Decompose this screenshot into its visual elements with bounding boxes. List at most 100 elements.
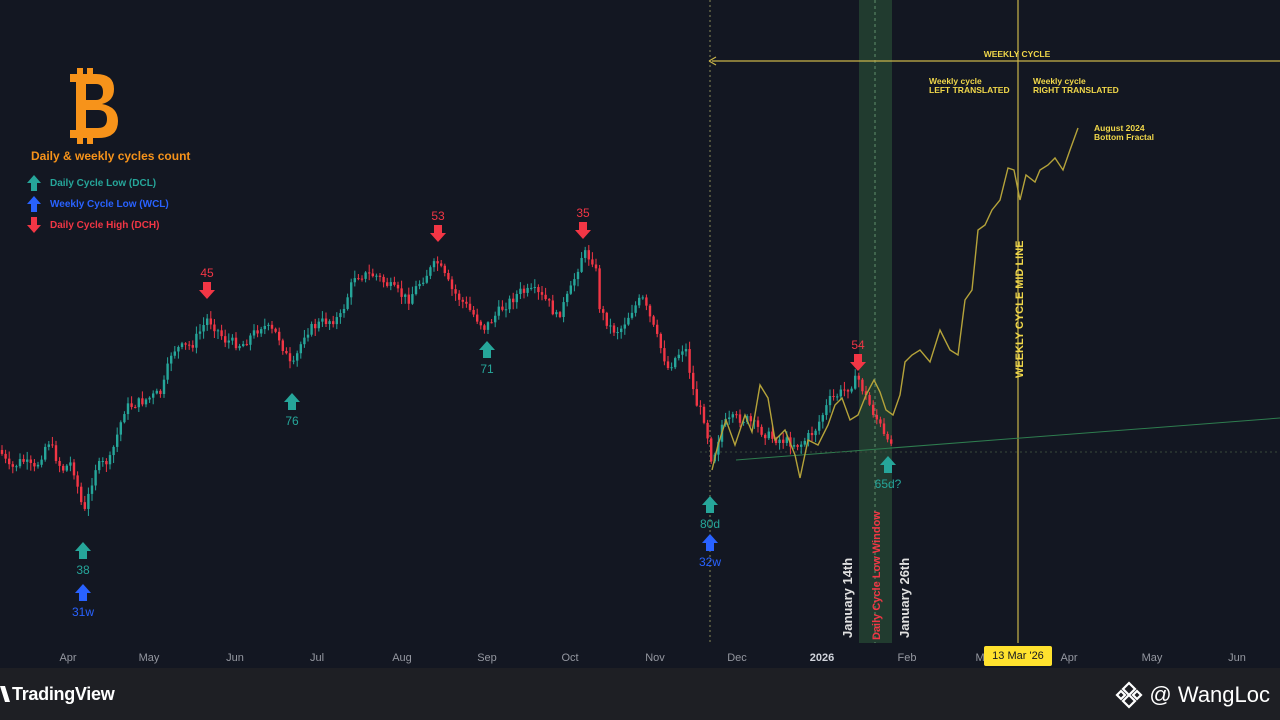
candle-body — [227, 340, 230, 343]
candle-body — [594, 264, 598, 269]
arrow-up-icon — [880, 456, 896, 473]
candle-body — [544, 294, 547, 300]
cycle-marker-label: 45 — [200, 266, 214, 280]
fractal-projection-line — [711, 127, 1079, 479]
candle-body — [411, 294, 414, 304]
cycle-marker-dch: 35 — [575, 206, 591, 239]
candle-body — [184, 343, 187, 345]
candle-body — [854, 375, 857, 389]
candle-body — [249, 335, 252, 345]
candle-body — [508, 298, 511, 310]
candle-body — [526, 287, 529, 293]
tradingview-brand[interactable]: TradingView — [0, 682, 115, 706]
candle-body — [299, 344, 302, 354]
candle-body — [843, 389, 846, 391]
candle-body — [674, 358, 677, 368]
arrow-down-icon — [199, 282, 215, 299]
candle-body — [51, 444, 54, 446]
candle-body — [540, 292, 544, 295]
candle-body — [749, 416, 752, 422]
candle-body — [108, 455, 112, 465]
x-axis-tick-label: Jun — [226, 652, 244, 664]
candle-body — [198, 331, 202, 334]
candle-body — [220, 330, 223, 337]
candle-body — [450, 279, 454, 290]
x-axis-tick-label: Apr — [1060, 652, 1077, 664]
candle-body — [436, 261, 439, 264]
candle-body — [425, 275, 428, 283]
candle-body — [396, 284, 400, 289]
candle-body — [872, 404, 875, 415]
candle-body — [40, 459, 43, 465]
cycle-marker-label: 71 — [480, 362, 494, 376]
arrow-head-icon — [708, 56, 717, 66]
left-translated-label-2: LEFT TRANSLATED — [929, 85, 1010, 95]
candle-body — [288, 353, 292, 362]
right-translated-label-1: Weekly cycle — [1033, 76, 1086, 86]
candle-body — [62, 465, 65, 471]
candle-body — [407, 294, 410, 304]
candle-body — [292, 360, 295, 362]
candle-body — [119, 422, 122, 435]
candle-body — [458, 293, 461, 300]
right-translated-label-2: RIGHT TRANSLATED — [1033, 85, 1119, 95]
candle-body — [641, 297, 644, 299]
fractal-label-2: Bottom Fractal — [1094, 132, 1154, 142]
candle-body — [36, 464, 40, 467]
candle-body — [152, 393, 155, 398]
candle-body — [54, 445, 58, 461]
x-axis-tick-label: Jul — [310, 652, 324, 664]
candle-body — [245, 344, 248, 346]
candle-body — [260, 329, 263, 334]
candle-body — [573, 279, 576, 286]
cycle-marker-dcl: 38 — [75, 542, 91, 577]
cycle-marker-label: 53 — [431, 209, 445, 223]
candle-body — [306, 334, 310, 338]
candle-body — [328, 321, 331, 325]
candle-body — [886, 433, 889, 440]
candle-body — [256, 330, 259, 334]
x-axis-tick-label: Nov — [645, 652, 665, 664]
candle-body — [555, 312, 558, 315]
candle-body — [134, 406, 137, 408]
cycle-marker-dch: 54 — [850, 338, 866, 371]
candle-body — [4, 453, 7, 459]
candle-body — [620, 328, 623, 333]
candle-body — [612, 325, 616, 333]
candle-body — [83, 502, 86, 509]
candle-body — [404, 294, 407, 297]
candle-body — [123, 414, 126, 423]
candle-body — [238, 346, 241, 349]
candle-body — [807, 433, 810, 441]
candle-body — [162, 379, 166, 394]
price-chart[interactable]: 38 31w 45 76 53 71 35 80d 32w 54 65d? WEEKLY CYCLE W… — [0, 0, 1280, 668]
candle-body — [756, 420, 760, 427]
candle-body — [825, 405, 828, 416]
arrow-up-icon — [75, 542, 91, 559]
candle-body — [864, 391, 868, 396]
cycle-marker-dcl: 71 — [479, 341, 495, 376]
cycle-marker-label: 38 — [76, 563, 90, 577]
legend-title: Daily & weekly cycles count — [31, 149, 191, 163]
arrow-down-icon — [575, 222, 591, 239]
x-axis-tick-label: Sep — [477, 652, 497, 664]
candle-body — [512, 298, 515, 303]
candle-body — [717, 441, 720, 455]
candle-body — [533, 287, 536, 289]
candle-body — [530, 287, 533, 289]
candle-body — [695, 389, 698, 406]
candle-body — [796, 445, 799, 447]
candle-body — [778, 439, 781, 444]
candle-body — [479, 321, 482, 326]
candle-body — [681, 351, 684, 355]
candle-body — [418, 283, 421, 287]
candle-body — [760, 426, 763, 435]
candle-body — [368, 272, 371, 274]
candle-body — [263, 325, 266, 330]
bitcoin-logo-icon — [70, 68, 118, 144]
arrow-up-icon — [27, 175, 41, 191]
candle-body — [501, 306, 504, 310]
cycle-marker-label: 32w — [699, 555, 721, 569]
candle-body — [15, 466, 18, 468]
